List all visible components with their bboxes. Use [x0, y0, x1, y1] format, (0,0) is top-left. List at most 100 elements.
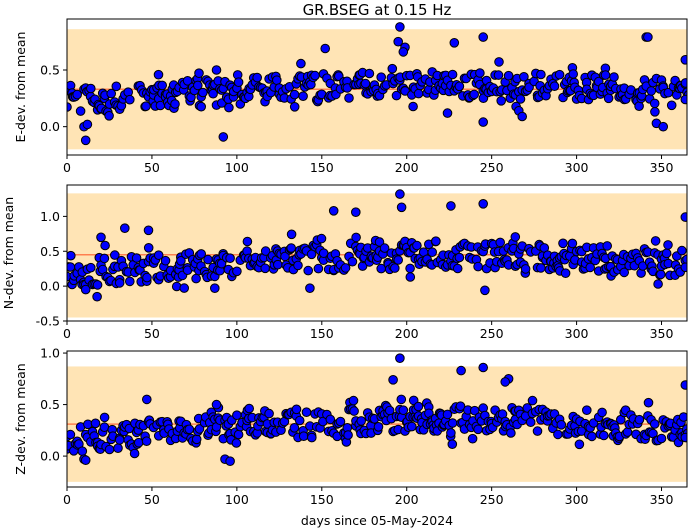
data-point [388, 375, 398, 385]
data-point [92, 291, 102, 302]
data-point [67, 429, 76, 440]
x-tick-label: 0 [63, 492, 71, 507]
y-tick-label: 1.0 [40, 346, 60, 361]
data-point [325, 414, 336, 425]
data-point [77, 446, 88, 457]
data-point [286, 229, 297, 240]
y-tick-label: 0.5 [40, 397, 60, 412]
data-point [289, 89, 300, 100]
data-point [431, 236, 441, 246]
data-point [264, 408, 274, 419]
chart-title: GR.BSEG at 0.15 Hz [303, 1, 452, 19]
data-point [680, 55, 687, 65]
axes-frame [66, 18, 688, 156]
data-point [398, 47, 409, 57]
data-point [120, 223, 130, 233]
data-point [496, 96, 507, 106]
data-point [442, 409, 453, 420]
data-point [92, 280, 103, 290]
data-point [328, 206, 339, 216]
data-point [289, 423, 300, 433]
data-point [305, 283, 315, 294]
data-point [510, 232, 521, 242]
data-point [99, 422, 110, 433]
data-point [86, 83, 96, 94]
data-point [656, 269, 666, 280]
data-point [231, 438, 242, 448]
data-point [75, 106, 86, 116]
data-point [560, 268, 571, 279]
data-point [649, 419, 660, 429]
x-tick-label: 100 [225, 326, 249, 341]
data-point [143, 225, 154, 236]
data-point [111, 81, 122, 92]
data-point [272, 75, 282, 85]
y-axis-label: Z-dev. from mean [13, 363, 28, 474]
data-point [649, 98, 660, 109]
y-axis-label: N-dev. from mean [1, 197, 16, 309]
data-point [211, 65, 222, 75]
data-point [656, 433, 667, 444]
data-point [391, 90, 402, 101]
data-point [100, 240, 110, 251]
data-point [67, 250, 76, 261]
data-point [273, 259, 283, 270]
data-point [347, 256, 358, 267]
data-point [602, 241, 613, 251]
data-point [396, 202, 407, 213]
data-point [680, 380, 687, 390]
panel-2: 0 50 100 150 200 250 300 350 -0.5 0.0 0.5 1.0 N-dev.… [1, 184, 688, 341]
data-point [344, 93, 354, 103]
x-tick-label: 50 [144, 492, 160, 507]
data-point [80, 455, 91, 466]
data-point [666, 100, 677, 111]
data-point [446, 201, 456, 211]
data-point [619, 267, 630, 278]
y-tick-label: 0.0 [40, 279, 60, 294]
data-point [678, 412, 687, 422]
y-tick-label: 0.0 [40, 449, 60, 464]
data-point [480, 285, 490, 296]
data-point [351, 207, 361, 217]
data-point [536, 263, 546, 273]
data-point [494, 57, 504, 67]
data-point [395, 189, 405, 199]
y-tick-label: 0.5 [40, 244, 60, 259]
data-point [515, 94, 526, 104]
data-point [622, 427, 633, 437]
data-point [125, 276, 135, 287]
data-point [661, 248, 672, 259]
data-point [427, 247, 438, 257]
data-point [503, 70, 514, 81]
axes-frame [66, 350, 688, 488]
data-point [455, 401, 466, 412]
x-tick-label: 350 [650, 326, 674, 341]
data-point [298, 91, 308, 101]
x-tick-label: 200 [395, 492, 419, 507]
y-tick-label: 0.5 [40, 63, 60, 78]
data-point [179, 283, 189, 293]
data-point [469, 405, 480, 416]
data-point [680, 262, 687, 273]
data-point [113, 443, 123, 454]
data-point [449, 38, 460, 48]
data-point [233, 429, 244, 440]
data-point [554, 69, 565, 80]
data-point [72, 89, 82, 100]
data-point [129, 448, 140, 459]
data-point [252, 72, 263, 83]
data-point [558, 238, 568, 249]
data-point [114, 278, 125, 288]
data-point [373, 422, 384, 432]
data-point [556, 420, 567, 430]
data-point [313, 263, 324, 274]
data-point [447, 418, 458, 428]
data-point [549, 81, 560, 91]
data-point [609, 72, 619, 82]
data-point [131, 253, 142, 263]
panel-1: 0 50 100 150 200 250 300 350 0.0 0.5 E-dev. from m… [13, 18, 688, 175]
data-point [519, 72, 529, 82]
data-point [599, 430, 609, 441]
data-point [141, 101, 151, 111]
